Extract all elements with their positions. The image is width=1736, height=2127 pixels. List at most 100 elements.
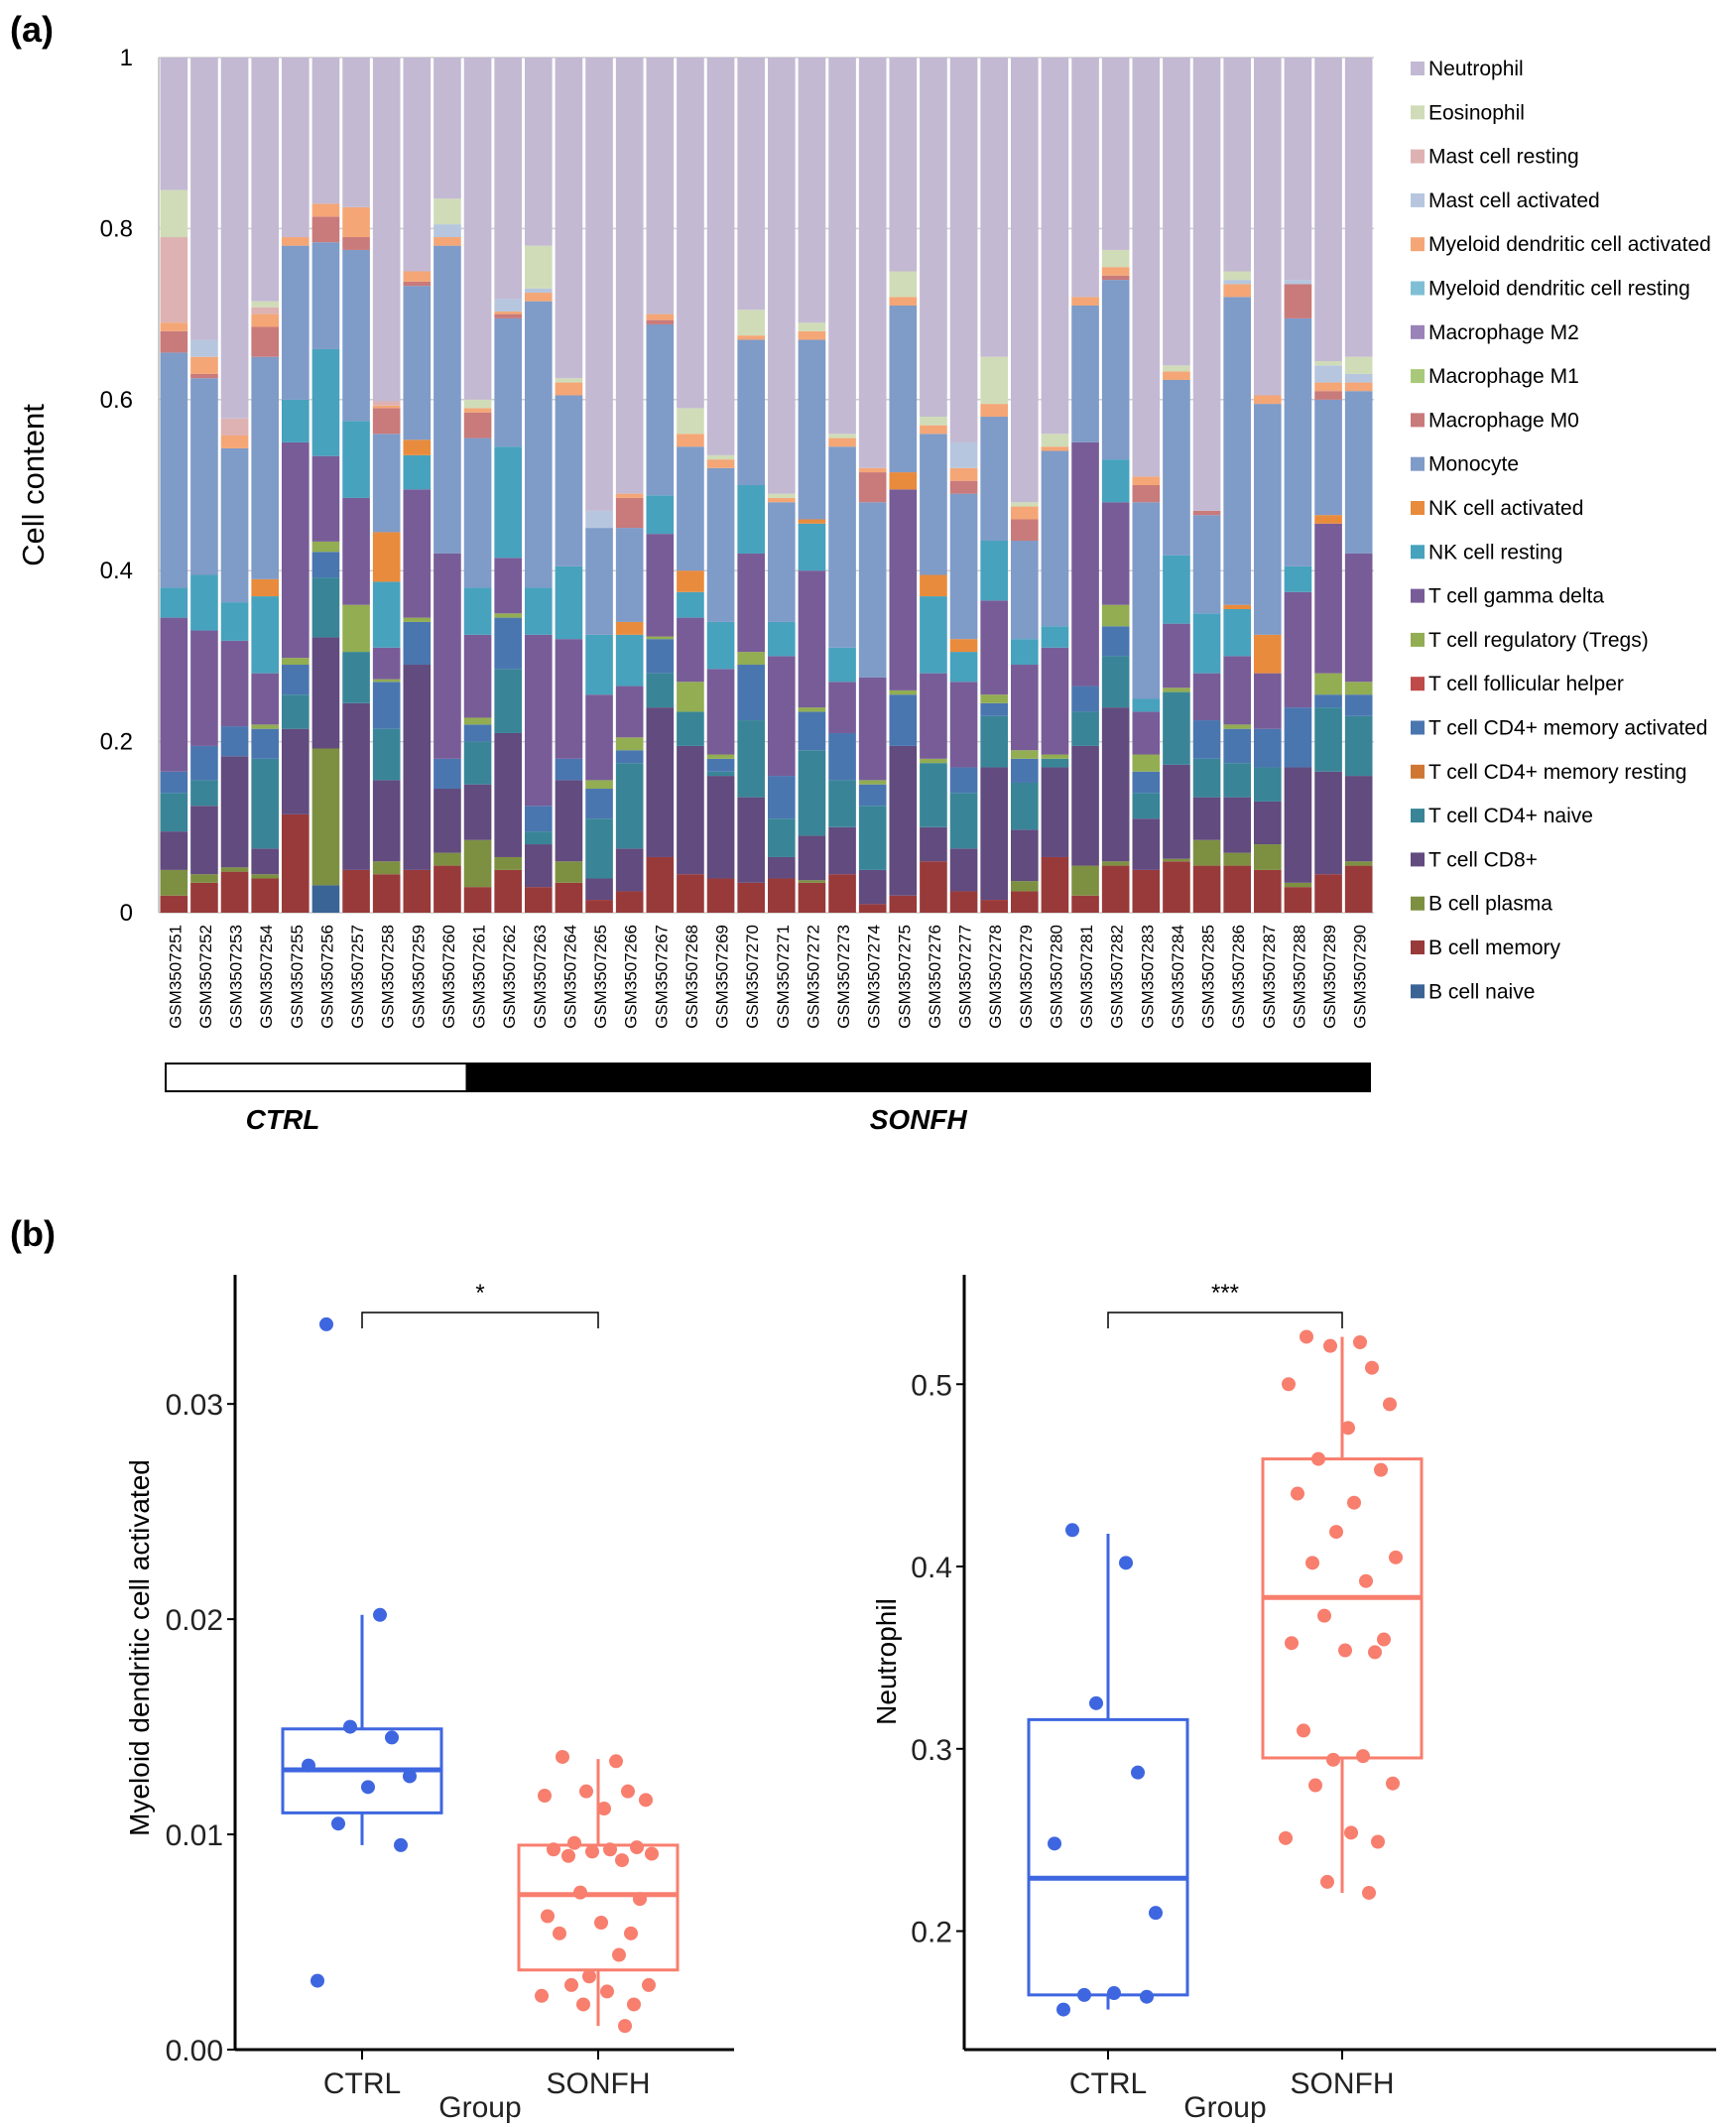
legend-label: T cell CD8+ [1428, 848, 1538, 871]
bar-segment [646, 673, 675, 708]
bar-segment [615, 737, 644, 751]
bar-segment [1284, 882, 1312, 888]
bar-segment [251, 596, 279, 674]
data-point [1056, 2002, 1070, 2017]
x-tick-label: GSM3507268 [682, 925, 701, 1029]
bar-segment [920, 434, 947, 575]
data-point [1282, 1377, 1296, 1392]
bar-segment [949, 58, 978, 442]
bar-segment [555, 861, 583, 883]
x-tick-label: GSM3507281 [1077, 925, 1096, 1029]
bar-segment [251, 307, 279, 314]
bar-segment [1254, 58, 1282, 396]
legend-label: T cell CD4+ memory resting [1428, 761, 1686, 784]
bar-segment [282, 658, 310, 666]
bar-segment [372, 780, 401, 862]
bar-segment [1284, 317, 1312, 566]
bar-segment [920, 425, 947, 435]
bar-segment [1284, 280, 1312, 285]
bar-segment [949, 682, 978, 768]
bar-segment [1163, 858, 1190, 862]
bar-segment [828, 438, 856, 447]
bar-segment [282, 237, 310, 246]
bar-segment [1101, 280, 1130, 460]
bar-segment [494, 446, 522, 559]
bar-segment [1101, 459, 1130, 503]
bar-segment [828, 647, 856, 683]
data-point [573, 1885, 587, 1900]
bar-segment [949, 891, 978, 913]
bar-segment [1223, 724, 1251, 729]
bar-segment [160, 771, 188, 794]
data-point [1323, 1338, 1337, 1353]
data-point [645, 1846, 659, 1861]
bar-segment [1011, 58, 1039, 503]
legend-item: T cell follicular helper [1411, 673, 1624, 695]
x-tick-label: GSM3507287 [1260, 925, 1279, 1029]
bar-segment [706, 454, 735, 460]
bar-segment [980, 356, 1008, 405]
bar-segment [1011, 502, 1039, 507]
data-point [597, 1802, 611, 1816]
bar-segment [798, 523, 826, 571]
bar-segment [1314, 515, 1342, 524]
bar-segment [1192, 797, 1221, 840]
bar-segment [646, 856, 675, 913]
bar-segment [768, 656, 796, 777]
bar-segment [737, 335, 765, 340]
data-point [538, 1789, 552, 1804]
bar-segment [706, 621, 735, 670]
legend-item: B cell memory [1411, 937, 1561, 959]
bar-segment [1132, 58, 1161, 477]
bar-segment [372, 405, 401, 409]
bar-segment [1041, 754, 1069, 759]
bar-segment [220, 602, 249, 641]
y-tick-label: 0.2 [911, 1917, 952, 1949]
bar-segment [403, 286, 432, 440]
legend-item: Macrophage M1 [1411, 365, 1579, 388]
bar-segment [677, 617, 704, 683]
bar-segment [1314, 58, 1342, 362]
bar-segment [311, 455, 340, 542]
x-tick-label: GSM3507271 [774, 925, 793, 1029]
bar-segment [1101, 249, 1130, 268]
bar-segment [1223, 284, 1251, 298]
bar-segment [160, 869, 188, 896]
bar-segment [980, 694, 1008, 703]
bar-segment [737, 485, 765, 554]
bar-segment [1314, 391, 1342, 400]
bar-segment [1101, 861, 1130, 866]
bar-segment [828, 446, 856, 648]
bar-segment [1101, 626, 1130, 657]
bar-segment [585, 789, 613, 819]
data-point [1326, 1752, 1340, 1767]
legend-item: B cell plasma [1411, 893, 1552, 916]
bar-segment [494, 312, 522, 314]
significance-bracket [361, 1312, 599, 1328]
bar-segment [646, 313, 675, 320]
bar-segment [1254, 673, 1282, 729]
bar-segment [1132, 485, 1161, 503]
bar-segment [525, 887, 553, 913]
data-point [361, 1780, 375, 1795]
data-point [627, 1997, 641, 2012]
bar-segment [1011, 782, 1039, 830]
bar-segment [251, 758, 279, 849]
x-tick-label: GSM3507273 [834, 925, 853, 1029]
x-tick-label: GSM3507261 [470, 925, 489, 1029]
bar-segment [190, 378, 218, 575]
bar-segment [434, 865, 461, 913]
bar-segment [920, 58, 947, 418]
bar-segment [677, 711, 704, 746]
bar-segment [980, 702, 1008, 716]
bar-segment [342, 604, 370, 653]
bar-segment [706, 878, 735, 913]
y-tick-label: 1 [120, 45, 133, 71]
data-point [1386, 1776, 1400, 1791]
bar-segment [251, 301, 279, 308]
data-point [1311, 1451, 1325, 1466]
bar-segment [1344, 356, 1373, 374]
bar-segment [525, 587, 553, 635]
bar-segment [677, 58, 704, 409]
data-point [1140, 1989, 1154, 2004]
